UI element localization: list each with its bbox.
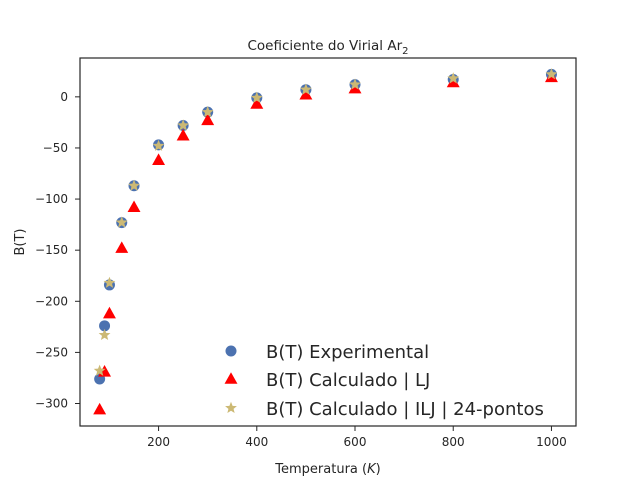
data-point-star [349, 78, 361, 90]
legend: B(T) Experimental B(T) Calculado | LJ B(T)… [224, 342, 544, 420]
series-2 [93, 68, 558, 376]
legend-entry: B(T) Calculado | LJ [224, 370, 430, 391]
legend-label: B(T) Calculado | LJ [266, 370, 430, 391]
x-tick-label: 400 [245, 435, 268, 449]
data-point-star [201, 105, 214, 118]
plot-frame [79, 57, 577, 427]
data-point-triangle [127, 200, 141, 213]
y-tick-label: −250 [35, 345, 68, 359]
data-point-triangle [299, 88, 313, 100]
y-tick-label: −300 [35, 397, 68, 411]
legend-entry: B(T) Calculado | ILJ | 24-pontos [225, 399, 544, 420]
data-point-triangle [176, 128, 190, 141]
legend-entry: B(T) Experimental [225, 342, 429, 363]
plot-marks [93, 68, 558, 415]
legend-label: B(T) Experimental [266, 342, 429, 363]
data-point-circle [99, 320, 111, 332]
data-point-triangle [103, 306, 116, 319]
x-axis-label: Temperatura (K) [274, 462, 380, 477]
y-axis-ticks: 0 −50 −100 −150 −200 −250 −300 [35, 90, 80, 411]
y-tick-label: −200 [35, 294, 68, 308]
y-tick-label: 0 [60, 90, 68, 104]
data-point-triangle [348, 81, 362, 94]
data-point-star [103, 276, 116, 288]
y-axis-label: B(T) [13, 228, 28, 255]
x-tick-label: 200 [147, 435, 170, 449]
data-point-triangle [93, 402, 107, 415]
data-point-triangle [115, 241, 129, 253]
legend-marker-circle [225, 345, 237, 357]
legend-marker-triangle [224, 372, 238, 384]
data-point-star [545, 68, 558, 80]
x-tick-label: 800 [442, 435, 465, 449]
y-tick-label: −150 [35, 243, 68, 257]
x-tick-label: 1000 [536, 435, 567, 449]
data-point-star [300, 83, 312, 95]
y-tick-label: −100 [35, 192, 68, 206]
x-tick-label: 600 [344, 435, 367, 449]
data-point-star [250, 91, 263, 103]
data-point-star [128, 179, 140, 191]
data-point-triangle [152, 153, 166, 165]
legend-marker-star [225, 401, 237, 414]
series-0 [94, 68, 557, 385]
x-axis-ticks: 200 400 600 800 1000 [147, 426, 567, 449]
data-point-star [447, 72, 460, 84]
legend-label: B(T) Calculado | ILJ | 24-pontos [266, 399, 544, 420]
data-point-triangle [250, 97, 264, 109]
y-tick-label: −50 [43, 141, 68, 155]
data-point-triangle [201, 113, 215, 126]
data-point-star [177, 119, 190, 131]
data-point-star [115, 216, 128, 228]
data-point-star [152, 139, 165, 151]
data-point-triangle [446, 75, 460, 88]
data-point-star [98, 328, 111, 341]
data-point-star [93, 364, 106, 376]
chart-title: Coeficiente do Virial Ar2 [247, 38, 408, 57]
